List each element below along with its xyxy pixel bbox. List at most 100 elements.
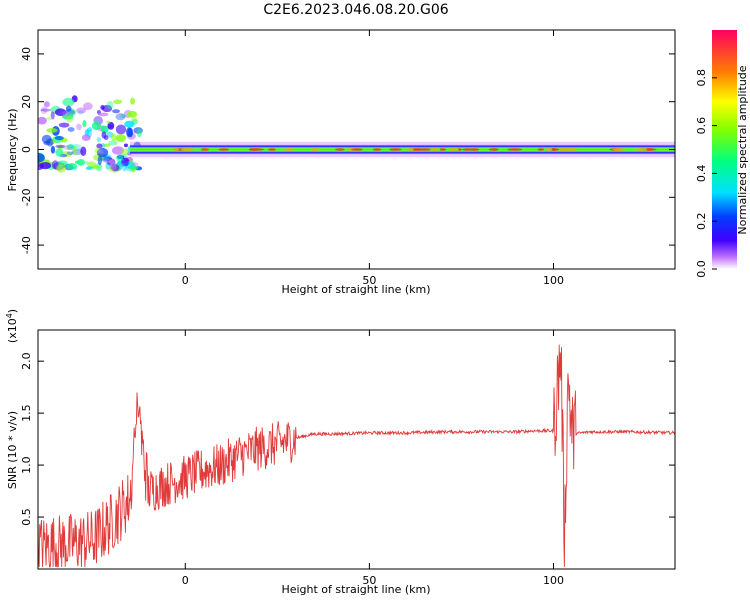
- spectrogram-noise-blob: [46, 138, 54, 147]
- spectrogram-hot-spot: [283, 148, 295, 151]
- spectrogram-noise-blob: [82, 120, 87, 128]
- spectrogram-noise-blob: [50, 111, 55, 120]
- spectrogram-noise-blob: [55, 144, 66, 148]
- spectrogram-noise-blob: [97, 155, 102, 166]
- spectrogram-noise-blob: [131, 117, 138, 122]
- spectrogram-hot-spot: [438, 148, 447, 151]
- colorbar-label: Normalized spectral amplitude: [736, 65, 749, 234]
- spectrogram-y-label: Frequency (Hz): [6, 109, 19, 192]
- spectrogram-noise-blob: [41, 134, 52, 144]
- spectrogram-noise-blob: [65, 105, 72, 112]
- spectrogram-noise-blob: [76, 107, 87, 114]
- spectrogram-noise-blob: [54, 108, 67, 117]
- spectrogram-noise-blob: [50, 145, 56, 154]
- spectrogram-y-tick-label: -40: [20, 236, 33, 254]
- spectrogram-noise-blob: [110, 164, 120, 172]
- spectrogram-noise-blob: [87, 161, 97, 168]
- spectrogram-hot-spot: [267, 148, 276, 151]
- spectrogram-noise-blob: [120, 114, 127, 119]
- colorbar: 0.0 0.2 0.4 0.6 0.8 Normalized spectral ampl…: [695, 30, 749, 278]
- spectrogram-hot-spot: [462, 148, 474, 151]
- spectrogram-noise-blob: [107, 121, 115, 130]
- spectrogram-hot-spot: [200, 148, 210, 151]
- spectrogram-noise-blob: [124, 120, 135, 128]
- snr-scale-label: (x104): [5, 309, 19, 343]
- spectrogram-noise-blob: [91, 121, 102, 131]
- snr-x-tick-label: 100: [543, 574, 564, 587]
- colorbar-tick-label: 0.8: [695, 69, 708, 87]
- spectrogram-hot-spot: [545, 148, 553, 151]
- spectrogram-hot-spot: [447, 148, 459, 151]
- spectrogram-noise-blob: [100, 125, 109, 134]
- spectrogram-noise-blob: [124, 159, 129, 167]
- spectrogram-y-tick-label: -20: [20, 188, 33, 206]
- spectrogram-noise-blob: [86, 127, 93, 133]
- spectrogram-noise-blob: [115, 124, 127, 135]
- spectrogram-heatmap: [38, 95, 675, 173]
- snr-y-tick-label: 1.0: [20, 456, 33, 474]
- spectrogram-noise-blob: [96, 137, 102, 143]
- spectrogram-noise-blob: [121, 148, 129, 156]
- spectrogram-noise-blob: [66, 144, 75, 151]
- spectrogram-y-tick-label: 0: [20, 146, 33, 153]
- spectrogram-hot-spot: [537, 148, 545, 151]
- spectrogram-noise-blob: [39, 162, 52, 170]
- snr-plot-area: [38, 344, 675, 568]
- spectrogram-x-tick-label: 100: [543, 274, 564, 287]
- spectrogram-noise-blob: [88, 166, 94, 170]
- spectrogram-hot-spot: [389, 148, 402, 151]
- spectrogram-noise-blob: [56, 164, 66, 173]
- spectrogram-noise-blob: [66, 151, 74, 155]
- spectrogram-x-tick-label: 0: [182, 274, 189, 287]
- snr-x-label: Height of straight line (km): [281, 583, 430, 596]
- spectrogram-hot-spot: [309, 148, 320, 151]
- snr-series-line: [38, 344, 675, 568]
- spectrogram-hot-spot: [429, 148, 441, 151]
- spectrogram-noise-blob: [83, 102, 93, 111]
- spectrogram-noise-blob: [54, 135, 64, 141]
- spectrogram-x-tick-label: 50: [362, 274, 376, 287]
- spectrogram-noise-blob: [106, 100, 114, 110]
- snr-panel: 0 50 100 0.5 1.0 1.5 2.0 Height of straight li…: [5, 309, 676, 596]
- spectrogram-noise-blob: [77, 158, 85, 166]
- spectrogram-noise-blob: [130, 97, 136, 105]
- figure-title: C2E6.2023.046.08.20.G06: [263, 2, 448, 18]
- spectrogram-noise-blob: [103, 158, 114, 163]
- spectrogram-noise-blob: [110, 133, 117, 142]
- spectrogram-noise-blob: [80, 146, 87, 157]
- spectrogram-hot-spot: [568, 148, 579, 151]
- spectrogram-noise-blob: [98, 149, 104, 155]
- snr-y-tick-label: 1.5: [20, 404, 33, 422]
- spectrogram-noise-blob: [71, 149, 84, 156]
- spectrogram-noise-blob: [57, 145, 64, 149]
- snr-ticks: 0 50 100 0.5 1.0 1.5 2.0: [20, 330, 675, 587]
- spectrogram-hot-spot: [180, 148, 196, 151]
- spectrogram-noise-blob: [58, 122, 70, 128]
- spectrogram-panel: 0 50 100 40 20 0 -20 -40 Height of straight lin…: [6, 29, 676, 296]
- snr-y-label: SNR (10 * v/v): [6, 411, 19, 489]
- spectrogram-hot-spot: [172, 148, 180, 151]
- spectrogram-noise-blob: [116, 155, 125, 160]
- spectrogram-y-tick-label: 20: [20, 95, 33, 109]
- spectrogram-band: [130, 144, 675, 155]
- spectrogram-hot-spot: [470, 148, 480, 151]
- spectrogram-hot-spot: [248, 148, 258, 151]
- spectrogram-hot-spot: [636, 148, 648, 151]
- spectrogram-noise-blob: [94, 148, 101, 154]
- spectrogram-noise-blob: [100, 105, 105, 110]
- colorbar-tick-label: 0.0: [695, 260, 708, 278]
- spectrogram-ticks: 0 50 100 40 20 0 -20 -40: [20, 30, 675, 287]
- spectrogram-noise-blob: [76, 123, 82, 131]
- spectrogram-noise-blob: [111, 146, 124, 155]
- snr-y-tick-label: 2.0: [20, 352, 33, 370]
- spectrogram-noise-blob: [116, 154, 124, 163]
- spectrogram-noise-blob: [108, 140, 118, 146]
- snr-x-tick-label: 0: [182, 574, 189, 587]
- spectrogram-noise-blob: [74, 160, 80, 164]
- spectrogram-noise-blob: [115, 134, 127, 143]
- spectrogram-x-label: Height of straight line (km): [281, 283, 430, 296]
- spectrogram-hot-spot: [335, 148, 345, 151]
- spectrogram-noise-blob: [46, 128, 58, 133]
- spectrogram-hot-spot: [407, 148, 414, 151]
